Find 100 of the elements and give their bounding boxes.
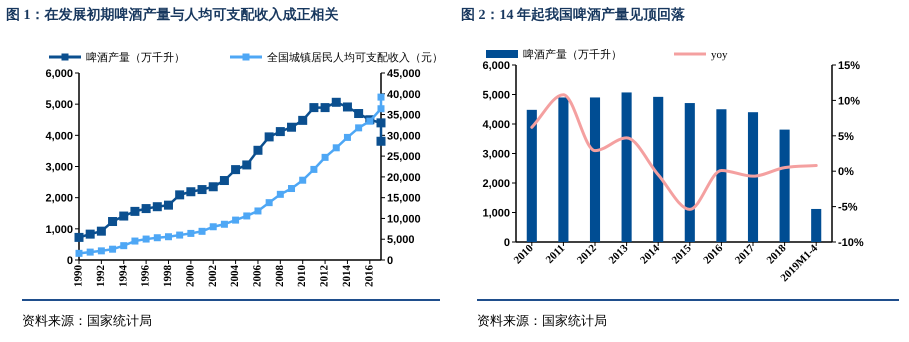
- bar: [622, 92, 632, 242]
- y2-tick-label: 40,000: [387, 88, 421, 101]
- y2-tick-label: -10%: [838, 237, 864, 249]
- point: [131, 238, 138, 245]
- y2-tick-label: 35,000: [387, 110, 421, 122]
- point: [355, 124, 362, 132]
- bar: [748, 112, 758, 242]
- bar: [811, 208, 822, 242]
- y-tick-label: 0: [504, 237, 510, 249]
- point: [344, 134, 351, 141]
- x-tick-label: 2008: [274, 264, 286, 287]
- bar: [716, 109, 726, 242]
- point: [266, 199, 273, 206]
- point: [142, 236, 150, 243]
- point: [354, 109, 364, 118]
- point: [109, 246, 116, 253]
- text: 资料来源：国家统计局: [477, 313, 607, 328]
- point: [264, 132, 274, 142]
- y-tick-label: 1,000: [482, 208, 510, 220]
- x-tick-label: 1994: [117, 264, 130, 287]
- y2-tick-label: 10,000: [387, 213, 421, 226]
- point: [164, 200, 173, 210]
- chart-title: 图 2：14 年起我国啤酒产量见顶回落: [461, 6, 686, 23]
- y-tick-label: 4,000: [45, 130, 73, 142]
- point: [378, 94, 384, 101]
- point: [310, 166, 318, 173]
- point: [208, 182, 218, 192]
- point: [243, 212, 250, 220]
- bar: [558, 97, 568, 242]
- point: [74, 232, 84, 242]
- point: [86, 248, 94, 256]
- point: [175, 190, 184, 200]
- point: [210, 223, 217, 230]
- point: [98, 247, 105, 254]
- y2-tick-label: 45,000: [387, 68, 421, 80]
- y-tick-label: 6,000: [45, 68, 73, 80]
- text: 资料来源：国家统计局: [22, 313, 152, 328]
- bar: [590, 97, 600, 242]
- x-tick-label: 1992: [94, 264, 107, 287]
- y2-tick-label: 10%: [838, 95, 860, 108]
- y2-tick-label: 15,000: [387, 192, 421, 205]
- x-tick-label: 2014: [340, 264, 353, 287]
- point: [187, 230, 194, 237]
- bar: [653, 96, 664, 242]
- point: [309, 103, 318, 112]
- x-tick-label: 2006: [251, 264, 264, 287]
- point: [376, 136, 386, 146]
- y2-tick-label: 25,000: [387, 151, 421, 164]
- x-tick-label: 2010: [296, 264, 308, 287]
- bar: [780, 130, 790, 242]
- point: [220, 220, 228, 228]
- x-tick-label: 2016: [363, 264, 376, 287]
- point: [120, 242, 128, 250]
- point: [332, 98, 341, 107]
- legend-label: 啤酒产量（万千升）: [86, 51, 185, 64]
- point: [366, 118, 374, 125]
- y2-tick-label: 5,000: [387, 234, 415, 246]
- point: [242, 160, 252, 170]
- y-tick-label: 3,000: [45, 162, 73, 174]
- x-tick-label: 1996: [140, 264, 152, 287]
- y-tick-label: 6,000: [482, 60, 510, 72]
- bar: [684, 103, 695, 242]
- y2-tick-label: -5%: [838, 202, 858, 214]
- point: [322, 154, 329, 161]
- x-tick-label: 2011: [544, 242, 568, 266]
- point: [232, 216, 240, 224]
- point: [299, 176, 306, 184]
- y-tick-label: 0: [66, 255, 73, 267]
- y2-tick-label: 20,000: [387, 172, 421, 184]
- y-tick-label: 5,000: [482, 90, 510, 102]
- y2-tick-label: 15%: [838, 60, 860, 72]
- y2-tick-label: 5%: [838, 130, 854, 143]
- x-tick-label: 2002: [206, 264, 219, 287]
- point: [378, 105, 384, 112]
- y-tick-label: 3,000: [482, 148, 510, 160]
- x-tick-label: 1998: [162, 264, 174, 287]
- point: [86, 230, 95, 239]
- point: [130, 206, 140, 216]
- point: [198, 185, 207, 194]
- y2-tick-label: 0: [387, 255, 394, 267]
- chart-title: 图 1：在发展初期啤酒产量与人均可支配收入成正相关: [6, 6, 338, 23]
- point: [298, 116, 308, 125]
- point: [254, 207, 262, 214]
- point: [253, 146, 262, 155]
- point: [152, 202, 162, 212]
- point: [276, 190, 284, 198]
- y-tick-label: 4,000: [482, 119, 510, 131]
- point: [332, 144, 340, 152]
- y2-tick-label: 30,000: [387, 130, 421, 142]
- point: [96, 226, 106, 236]
- y2-tick-label: 0%: [838, 166, 854, 178]
- bar: [526, 110, 537, 242]
- point: [142, 204, 151, 214]
- x-tick-label: 2000: [184, 264, 196, 287]
- point: [176, 232, 184, 239]
- y-tick-label: 1,000: [45, 224, 73, 236]
- x-tick-label: 1990: [72, 264, 85, 287]
- point: [288, 185, 296, 192]
- point: [186, 187, 196, 196]
- legend-label: yoy: [711, 49, 728, 61]
